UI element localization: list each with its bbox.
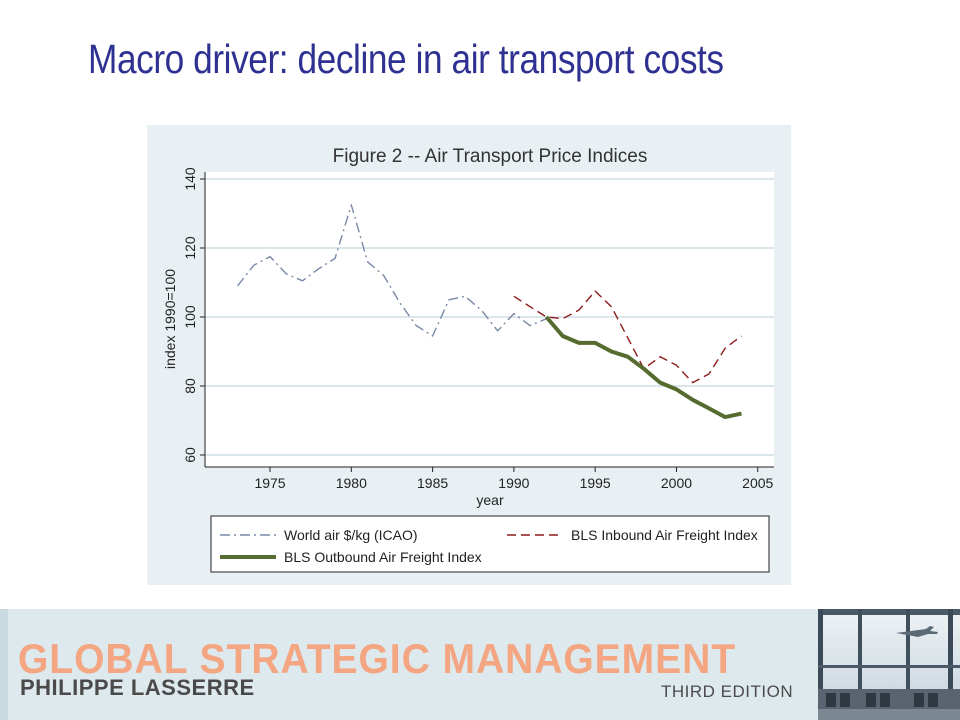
airport-window-airplane-photo: [818, 609, 960, 720]
legend-box: [210, 515, 770, 573]
x-tick-label: 1995: [580, 475, 611, 491]
chart-title: Figure 2 -- Air Transport Price Indices: [333, 146, 648, 167]
banner-edge: [0, 609, 8, 720]
legend-label-1: World air $/kg (ICAO): [284, 527, 418, 543]
series-line-2: [513, 290, 742, 384]
banner-author: PHILIPPE LASSERRE: [20, 675, 255, 700]
y-tick-label: 120: [182, 236, 198, 260]
gridlines: [205, 178, 774, 456]
x-tick-label: 1980: [336, 475, 367, 491]
footer-banner: GLOBAL STRATEGIC MANAGEMENT PHILIPPE LAS…: [0, 609, 960, 720]
banner-title: GLOBAL STRATEGIC MANAGEMENT: [18, 635, 737, 682]
y-tick-label: 100: [182, 305, 198, 329]
plot-area: [205, 172, 774, 467]
y-tick-label: 140: [182, 167, 198, 191]
x-tick-label: 1975: [254, 475, 285, 491]
y-axis-label: index 1990=100: [162, 269, 178, 369]
legend-label-2: BLS Inbound Air Freight Index: [571, 527, 758, 543]
series-lines: [236, 204, 742, 420]
series-line-1: [236, 204, 547, 337]
chart-figure: Figure 2 -- Air Transport Price Indices …: [147, 125, 791, 585]
slide-title: Macro driver: decline in air transport c…: [88, 36, 724, 82]
x-tick-label: 1985: [417, 475, 448, 491]
banner-edition: THIRD EDITION: [661, 682, 794, 701]
y-tick-label: 60: [182, 447, 198, 463]
series-line-3: [544, 315, 742, 420]
line-chart: Figure 2 -- Air Transport Price Indices …: [162, 146, 774, 573]
x-tick-label: 1990: [498, 475, 529, 491]
legend-label-3: BLS Outbound Air Freight Index: [284, 549, 482, 565]
x-tick-label: 2000: [661, 475, 692, 491]
y-tick-label: 80: [182, 378, 198, 394]
x-axis-label: year: [476, 492, 504, 508]
axes: 60 80 100 120 140 1975 1980 1985 1990 1995 2000 200…: [182, 167, 774, 491]
x-tick-label: 2005: [742, 475, 773, 491]
legend: World air $/kg (ICAO) BLS Inbound Air Fre…: [210, 515, 770, 573]
